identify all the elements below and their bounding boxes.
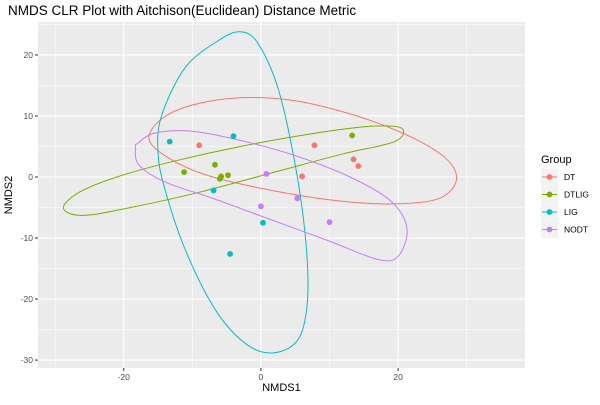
point-lig bbox=[230, 133, 237, 140]
point-lig bbox=[260, 219, 266, 226]
point-dtlig bbox=[218, 173, 225, 180]
ellipse-nodt bbox=[134, 130, 408, 262]
y-tick-label: 0 bbox=[28, 172, 33, 182]
x-tick-label: -20 bbox=[118, 372, 131, 382]
point-dtlig bbox=[349, 132, 356, 139]
point-nodt bbox=[294, 195, 301, 202]
x-axis-label: NMDS1 bbox=[262, 382, 301, 394]
legend-label-lig: LIG bbox=[564, 207, 578, 217]
y-axis: -30 -20 -10 0 10 20 bbox=[21, 50, 38, 365]
ellipse-dtlig bbox=[62, 125, 405, 216]
minor-gridlines bbox=[38, 22, 525, 368]
point-dtlig bbox=[225, 172, 231, 179]
legend-label-dtlig: DTLIG bbox=[564, 190, 589, 200]
y-tick-label: 20 bbox=[24, 50, 34, 60]
x-tick-label: 20 bbox=[393, 372, 403, 382]
point-nodt bbox=[263, 171, 270, 177]
point-dt bbox=[299, 173, 305, 180]
point-lig bbox=[210, 187, 217, 194]
point-nodt bbox=[326, 219, 333, 226]
data-points bbox=[166, 132, 362, 257]
y-axis-label: NMDS2 bbox=[3, 176, 15, 215]
legend-item-lig: LIG bbox=[541, 203, 578, 221]
point-lig bbox=[227, 250, 233, 257]
x-axis: -20 0 20 bbox=[118, 368, 403, 382]
point-dtlig bbox=[181, 169, 188, 176]
point-dtlig bbox=[212, 161, 218, 168]
legend-dot-dtlig bbox=[546, 191, 553, 198]
legend-label-dt: DT bbox=[564, 172, 575, 182]
ellipse-dt bbox=[148, 96, 458, 205]
ellipse-lig bbox=[157, 31, 309, 354]
legend-item-dt: DT bbox=[541, 168, 575, 186]
legend: Group DT DTLIG LIG NODT bbox=[541, 154, 589, 238]
point-dt bbox=[196, 142, 203, 149]
major-gridlines bbox=[38, 22, 525, 368]
point-dt bbox=[350, 156, 357, 163]
legend-dot-nodt bbox=[546, 226, 553, 233]
legend-item-dtlig: DTLIG bbox=[541, 186, 589, 203]
y-tick-label: -20 bbox=[21, 294, 34, 304]
point-dt bbox=[355, 163, 362, 169]
chart-title: NMDS CLR Plot with Aitchison(Euclidean) … bbox=[8, 3, 356, 18]
legend-label-nodt: NODT bbox=[564, 225, 588, 235]
point-lig bbox=[166, 138, 173, 145]
legend-title: Group bbox=[541, 154, 572, 166]
y-tick-label: 10 bbox=[24, 111, 34, 121]
x-tick-label: 0 bbox=[259, 372, 264, 382]
legend-dot-dt bbox=[546, 174, 553, 180]
group-ellipses bbox=[62, 31, 458, 354]
legend-item-nodt: NODT bbox=[541, 221, 588, 238]
y-tick-label: -30 bbox=[21, 355, 34, 365]
point-dt bbox=[311, 142, 318, 149]
legend-dot-lig bbox=[546, 209, 553, 215]
y-tick-label: -10 bbox=[21, 233, 34, 243]
point-nodt bbox=[258, 203, 264, 210]
plot-panel bbox=[38, 22, 525, 368]
